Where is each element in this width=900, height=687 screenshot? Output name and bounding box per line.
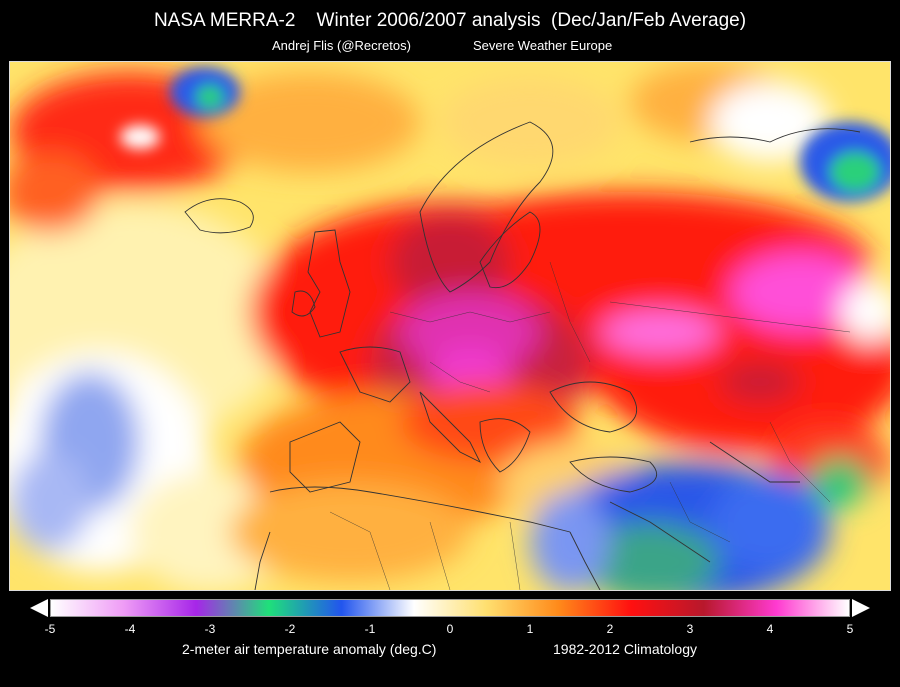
colorbar-tick-label: 2 [606, 622, 614, 636]
colorbar-tick-label: 5 [846, 622, 854, 636]
colorbar [28, 597, 872, 619]
colorbar-tick-label: -3 [204, 622, 216, 636]
map-title: NASA MERRA-2 Winter 2006/2007 analysis (… [153, 10, 747, 31]
colorbar-label: 2-meter air temperature anomaly (deg.C) [182, 641, 437, 657]
author-credit: Andrej Flis (@Recretos) [272, 38, 411, 53]
colorbar-tick-label: -5 [44, 622, 56, 636]
colorbar-left-arrow [30, 599, 48, 617]
colorbar-tick-label: -2 [284, 622, 296, 636]
colorbar-gradient [50, 599, 850, 617]
borders [329, 261, 851, 590]
colorbar-tick-label: 3 [686, 622, 694, 636]
colorbar-right-arrow [852, 599, 870, 617]
colorbar-tick-label: 4 [766, 622, 774, 636]
map-canvas [10, 62, 890, 590]
temperature-anomaly-map [9, 61, 891, 591]
colorbar-tick-label: 0 [446, 622, 454, 636]
organization-credit: Severe Weather Europe [473, 38, 613, 53]
colorbar-tick-labels: -5 -4 -3 -2 -1 0 1 2 3 4 5 [0, 622, 900, 638]
colorbar-tick-label: -1 [364, 622, 376, 636]
colorbar-tick-label: -4 [124, 622, 136, 636]
cold-spots [120, 67, 890, 202]
climatology-label: 1982-2012 Climatology [553, 641, 697, 657]
colorbar-tick-label: 1 [526, 622, 534, 636]
coastlines [184, 121, 861, 590]
